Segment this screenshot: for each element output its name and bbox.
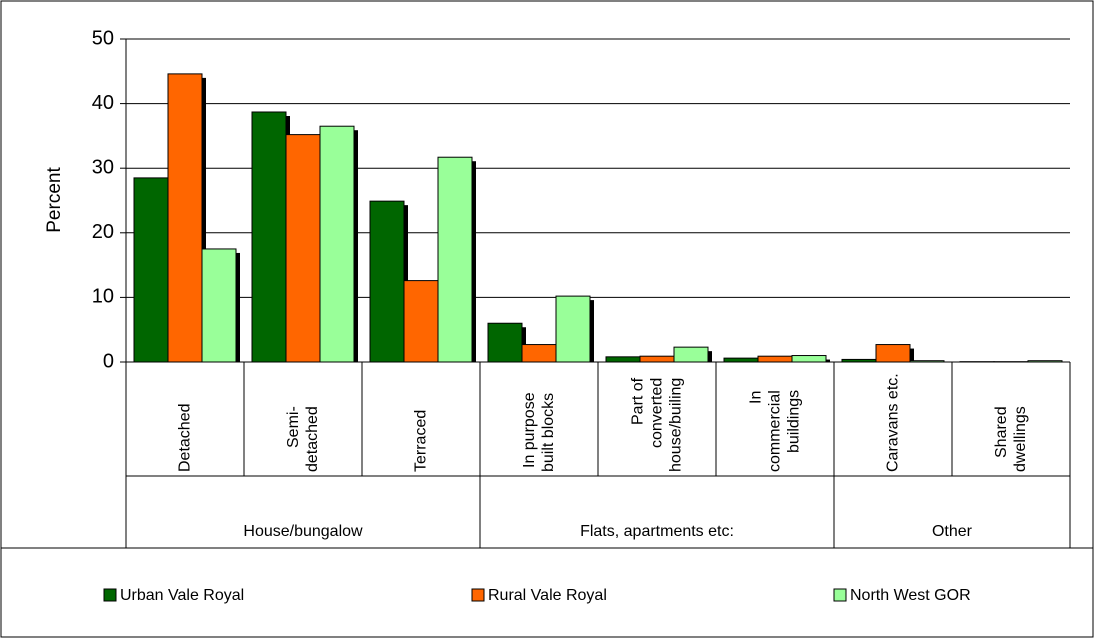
x-tick-label: In commercial buildings xyxy=(747,390,803,472)
bar xyxy=(1027,360,1063,363)
bar xyxy=(521,344,557,363)
bar xyxy=(875,344,911,363)
bar xyxy=(487,322,523,363)
group-label: House/bungalow xyxy=(243,523,363,540)
bar xyxy=(285,134,321,363)
x-tick-label: In purpose built blocks xyxy=(521,392,557,472)
x-tick-label: Terraced xyxy=(412,409,430,472)
x-tick-label: Part of converted house/builing xyxy=(629,377,685,472)
bar xyxy=(133,177,169,363)
bar xyxy=(909,360,945,363)
legend-label: North West GOR xyxy=(850,587,971,604)
legend-label: Urban Vale Royal xyxy=(120,587,244,604)
y-tick-label: 10 xyxy=(92,286,114,308)
y-tick-label: 20 xyxy=(92,221,114,243)
bar xyxy=(791,355,827,363)
legend-swatch xyxy=(833,588,847,602)
bar xyxy=(167,73,203,363)
y-tick-label: 40 xyxy=(92,92,114,114)
legend-swatch xyxy=(103,588,117,602)
legend-swatch xyxy=(471,588,485,602)
y-tick-label: 30 xyxy=(92,156,114,178)
x-tick-label: Detached xyxy=(176,403,194,473)
bar xyxy=(201,248,237,363)
bar xyxy=(639,355,675,363)
bar xyxy=(251,111,287,363)
legend-label: Rural Vale Royal xyxy=(488,587,607,604)
bar xyxy=(369,200,405,363)
bar xyxy=(319,125,355,363)
bar xyxy=(757,355,793,363)
bar xyxy=(841,358,877,363)
bar xyxy=(673,346,709,363)
bar xyxy=(403,280,439,363)
bar xyxy=(437,156,473,363)
bar xyxy=(605,356,641,363)
group-label: Flats, apartments etc: xyxy=(580,523,734,540)
y-tick-label: 0 xyxy=(103,350,114,372)
x-tick-label: Shared dwellings xyxy=(993,406,1029,472)
y-axis-label: Percent xyxy=(44,167,65,233)
x-tick-label: Semi- detached xyxy=(285,406,321,472)
y-tick-label: 50 xyxy=(92,27,114,49)
bar xyxy=(555,295,591,363)
x-tick-label: Caravans etc. xyxy=(884,373,902,472)
bar xyxy=(723,357,759,363)
group-label: Other xyxy=(932,523,973,540)
